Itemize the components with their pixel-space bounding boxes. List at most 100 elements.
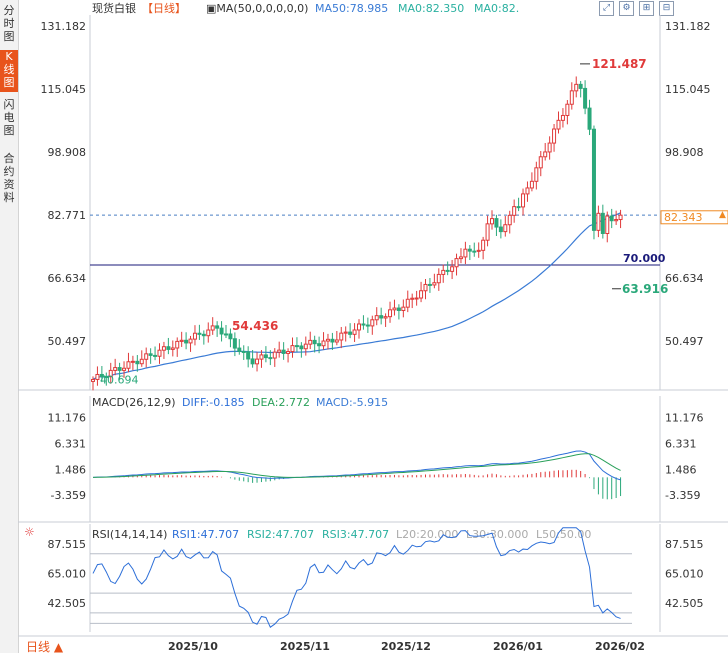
period-selector[interactable]: 日线 ▲ xyxy=(26,640,64,654)
candle-body xyxy=(224,333,228,336)
macd-y-tick-right: 1.486 xyxy=(665,463,697,476)
candle-body xyxy=(95,373,100,380)
settings-icon[interactable]: ⚙ xyxy=(619,1,634,16)
candle-body xyxy=(170,347,175,350)
candle-body xyxy=(126,361,131,369)
candle-body xyxy=(232,338,237,349)
candle-body xyxy=(272,351,277,359)
candle-body xyxy=(512,206,517,216)
min-price-label: 63.916 xyxy=(622,282,668,296)
main-y-tick-left: 66.634 xyxy=(48,272,87,285)
candle-body xyxy=(529,180,534,189)
candle-body xyxy=(317,343,322,347)
tab-timeshare[interactable]: 分时图 xyxy=(3,4,15,43)
candle-body xyxy=(547,142,552,153)
candle-body xyxy=(108,369,113,378)
candle-body xyxy=(401,306,406,312)
x-tick-label: 2026/01 xyxy=(493,640,543,653)
main-y-tick-left: 115.045 xyxy=(41,83,87,96)
candle-body xyxy=(201,333,206,337)
candle-body xyxy=(583,87,588,109)
max-price-label: 121.487 xyxy=(592,57,647,71)
candle-body xyxy=(330,338,335,343)
candle-body xyxy=(521,193,526,208)
ma50-line xyxy=(92,212,621,380)
main-y-tick-left: 98.908 xyxy=(48,146,87,159)
candle-body xyxy=(148,353,153,356)
candle-body xyxy=(494,218,499,228)
candle-body xyxy=(286,351,291,354)
candle-body xyxy=(192,332,197,340)
candle-body xyxy=(210,325,215,331)
candle-body xyxy=(556,119,561,130)
zoom-in-icon[interactable]: ⊞ xyxy=(639,1,654,16)
macd-diff-label: DIFF:-0.185 xyxy=(182,396,245,409)
ma50-value: MA50:78.985 xyxy=(315,2,388,15)
candle-body xyxy=(507,214,512,226)
candle-body xyxy=(538,156,543,169)
candle-body xyxy=(392,307,397,311)
candle-body xyxy=(255,358,260,365)
l20-label: L20:20.000 xyxy=(396,528,458,541)
candle-body xyxy=(104,376,109,379)
x-tick-label: 2025/10 xyxy=(168,640,218,653)
main-y-tick-right: 66.634 xyxy=(665,272,704,285)
candle-body xyxy=(294,345,299,348)
candle-body xyxy=(228,333,233,340)
candle-body xyxy=(308,339,313,345)
candle-body xyxy=(303,343,308,350)
macd-y-tick-right: -3.359 xyxy=(665,489,700,502)
candle-body xyxy=(157,349,162,357)
rsi-settings-icon: ☼ xyxy=(24,525,35,539)
rsi2-label: RSI2:47.707 xyxy=(247,528,314,541)
candle-body xyxy=(605,215,610,234)
candle-body xyxy=(432,282,437,286)
candle-body xyxy=(113,367,118,371)
candle-body xyxy=(543,151,548,158)
rsi3-label: RSI3:47.707 xyxy=(322,528,389,541)
l30-label: L30:30.000 xyxy=(466,528,528,541)
macd-dea-label: DEA:2.772 xyxy=(252,396,310,409)
macd-y-tick-left: 1.486 xyxy=(55,463,87,476)
candle-body xyxy=(361,323,366,326)
macd-value-label: MACD:-5.915 xyxy=(316,396,388,409)
rsi-y-tick-right: 42.505 xyxy=(665,597,704,610)
candle-body xyxy=(436,273,441,284)
candle-body xyxy=(365,324,370,327)
main-y-tick-right: 98.908 xyxy=(665,146,704,159)
zoom-out-icon[interactable]: ⊟ xyxy=(659,1,674,16)
tab-contract-info[interactable]: 合约资料 xyxy=(3,152,15,204)
candle-body xyxy=(175,340,180,349)
candle-body xyxy=(299,345,304,350)
candle-body xyxy=(534,167,539,182)
candle-body xyxy=(268,357,273,360)
candle-body xyxy=(263,354,268,359)
last-price-tag-box xyxy=(660,210,728,225)
period-title: 【日线】 xyxy=(142,1,186,15)
candle-body xyxy=(388,309,393,318)
fullscreen-icon[interactable]: ⤢ xyxy=(599,1,614,16)
candle-body xyxy=(485,223,490,241)
tab-flash[interactable]: 闪电图 xyxy=(3,98,15,137)
candle-body xyxy=(259,354,264,360)
candle-body xyxy=(609,215,614,222)
ma0-value-2: MA0:82. xyxy=(474,2,519,15)
candle-body xyxy=(188,338,193,344)
candle-body xyxy=(569,90,574,105)
main-y-tick-left: 50.497 xyxy=(48,335,87,348)
macd-y-tick-left: -3.359 xyxy=(51,489,86,502)
x-tick-label: 2025/11 xyxy=(280,640,330,653)
candle-body xyxy=(184,339,189,344)
period-label[interactable]: 日线 xyxy=(26,640,51,654)
ma0-value-1: MA0:82.350 xyxy=(398,2,464,15)
candle-body xyxy=(246,351,251,360)
macd-dea-line xyxy=(92,453,621,478)
candle-body xyxy=(139,358,144,365)
candle-body xyxy=(618,214,623,221)
last-price-arrow: ▲ xyxy=(719,210,726,220)
candle-body xyxy=(498,226,503,233)
candle-body xyxy=(352,329,357,335)
candle-body xyxy=(343,331,348,334)
